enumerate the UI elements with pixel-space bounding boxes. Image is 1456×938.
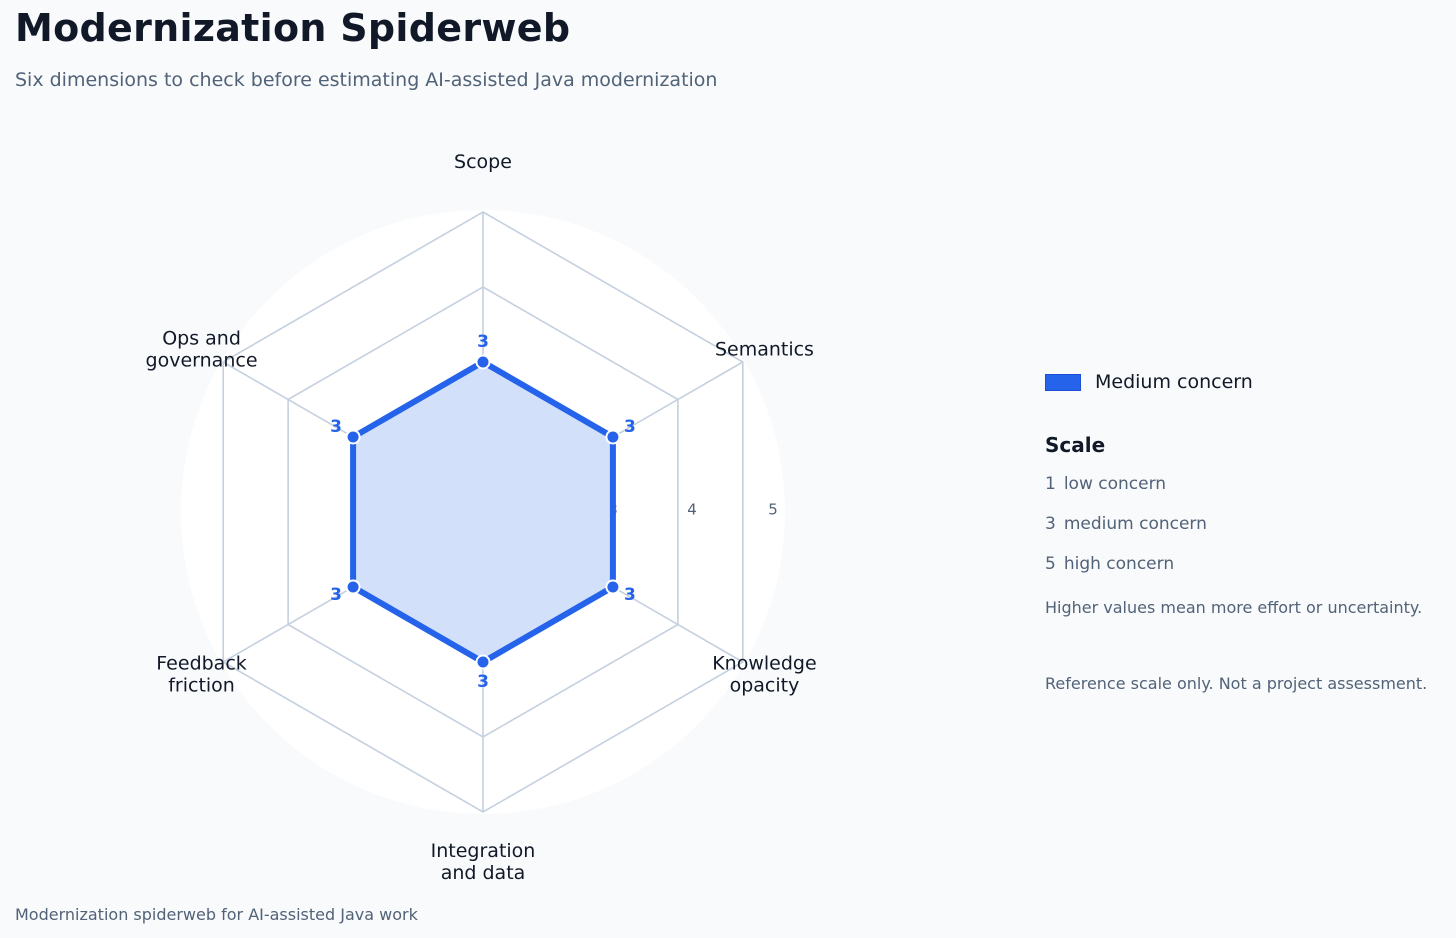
ring-tick-label: 5 bbox=[768, 501, 778, 519]
scale-number: 5 bbox=[1045, 554, 1056, 574]
data-point bbox=[475, 354, 491, 370]
axis-label-line: Semantics bbox=[715, 338, 814, 360]
scale-item-low: 1 low concern bbox=[1045, 474, 1166, 494]
axis-label: Semantics bbox=[715, 338, 814, 360]
legend: Medium concern Scale 1 low concern 3 mediu… bbox=[1045, 370, 1450, 693]
data-label: 3 bbox=[477, 332, 489, 352]
axis-label: Feedback friction bbox=[156, 652, 246, 696]
ring-tick-label: 4 bbox=[687, 501, 697, 519]
scale-item-high: 5 high concern bbox=[1045, 554, 1174, 574]
axis-label-line: Scope bbox=[454, 151, 512, 173]
axis-label-line: governance bbox=[146, 349, 258, 371]
legend-swatch bbox=[1045, 373, 1081, 391]
axis-label-line: Knowledge bbox=[712, 652, 816, 674]
axis-label-line: and data bbox=[441, 862, 526, 884]
data-label: 3 bbox=[624, 417, 636, 437]
legend-entry-medium-concern: Medium concern bbox=[1045, 370, 1450, 394]
data-point bbox=[605, 429, 621, 445]
figure-caption: Modernization spiderweb for AI-assisted … bbox=[15, 905, 418, 924]
axis-label: Integration and data bbox=[431, 840, 536, 884]
legend-label: Medium concern bbox=[1095, 371, 1253, 393]
data-label: 3 bbox=[330, 417, 342, 437]
axis-label-line: opacity bbox=[730, 674, 800, 696]
data-label: 3 bbox=[477, 672, 489, 692]
scale-number: 3 bbox=[1045, 514, 1056, 534]
scale-title: Scale bbox=[1045, 433, 1106, 457]
data-point bbox=[345, 429, 361, 445]
data-label: 3 bbox=[624, 585, 636, 605]
axis-label: Scope bbox=[454, 151, 512, 173]
chart-subtitle: Six dimensions to check before estimatin… bbox=[15, 69, 718, 91]
axis-label: Knowledge opacity bbox=[712, 652, 816, 696]
scale-item-medium: 3 medium concern bbox=[1045, 514, 1207, 534]
axis-label-line: Feedback bbox=[156, 652, 246, 674]
scale-disclaimer: Reference scale only. Not a project asse… bbox=[1045, 674, 1428, 693]
scale-text: medium concern bbox=[1063, 514, 1207, 534]
axis-label-line: Integration bbox=[431, 840, 536, 862]
scale-note: Higher values mean more effort or uncert… bbox=[1045, 598, 1423, 617]
data-point bbox=[605, 579, 621, 595]
axis-label-line: friction bbox=[168, 674, 235, 696]
axis-label: Ops and governance bbox=[146, 327, 258, 371]
scale-number: 1 bbox=[1045, 474, 1056, 494]
data-point bbox=[475, 654, 491, 670]
scale-text: low concern bbox=[1063, 474, 1167, 494]
scale-text: high concern bbox=[1063, 554, 1175, 574]
chart-title: Modernization Spiderweb bbox=[15, 6, 571, 50]
data-point bbox=[345, 579, 361, 595]
data-label: 3 bbox=[330, 585, 342, 605]
axis-label-line: Ops and bbox=[162, 327, 241, 349]
